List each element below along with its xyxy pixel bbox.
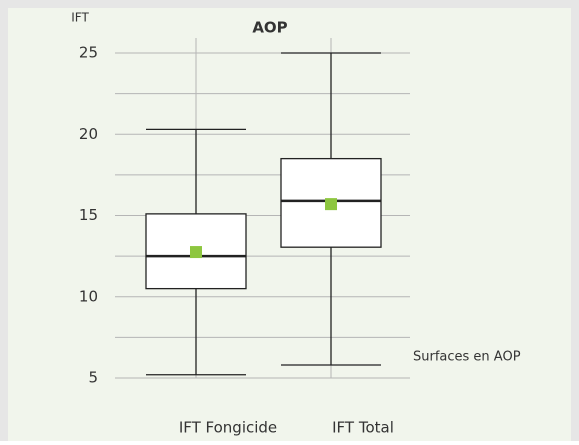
mean-marker bbox=[190, 246, 202, 259]
mean-marker bbox=[325, 198, 337, 211]
y-tick-label: 10 bbox=[79, 287, 98, 305]
chart-title: AOP bbox=[252, 19, 287, 37]
box bbox=[280, 157, 382, 248]
x-tick-label: IFT Fongicide bbox=[179, 419, 277, 437]
y-tick-label: 5 bbox=[88, 369, 98, 387]
y-tick-label: 15 bbox=[79, 206, 98, 224]
y-axis-label: IFT bbox=[71, 11, 89, 25]
y-tick-label: 20 bbox=[79, 125, 98, 143]
y-tick-label: 25 bbox=[79, 44, 98, 62]
annotation: Surfaces en AOP bbox=[413, 350, 521, 365]
x-tick-label: IFT Total bbox=[332, 419, 394, 437]
